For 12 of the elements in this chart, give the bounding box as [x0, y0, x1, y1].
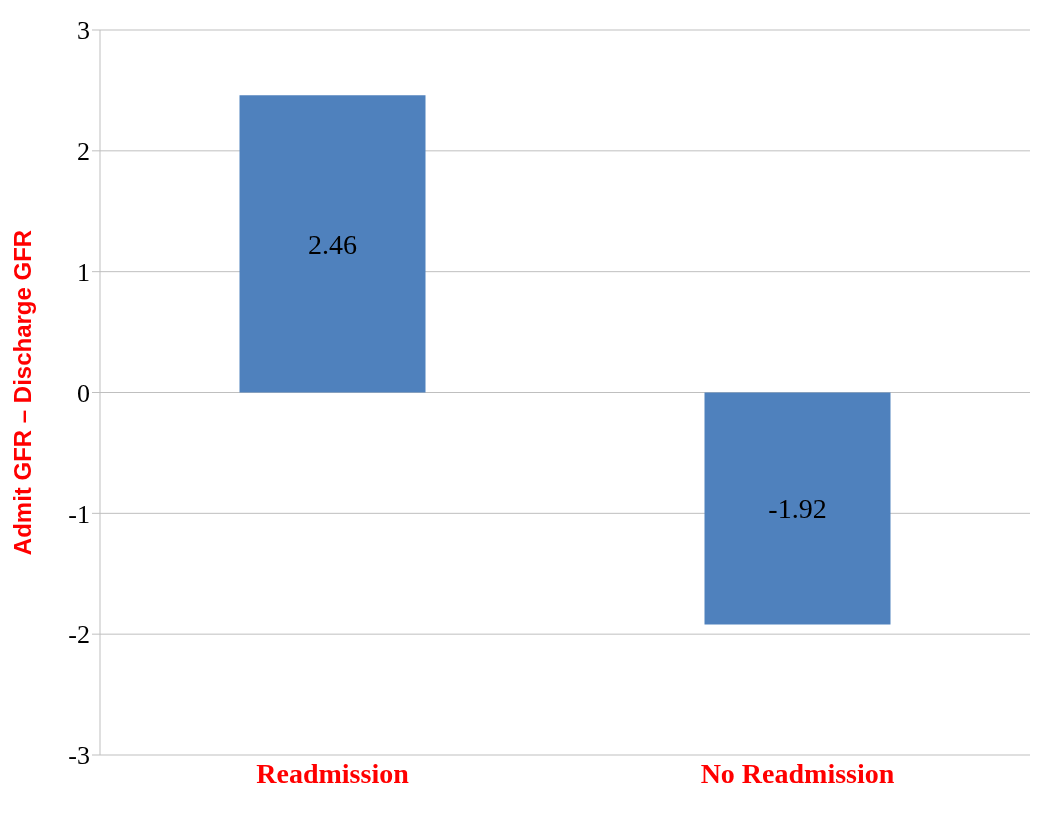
y-axis-title: Admit GFR – Discharge GFR [8, 229, 36, 556]
y-tick-label: -3 [68, 741, 90, 771]
y-tick-label: 2 [77, 137, 90, 167]
data-label: -1.92 [768, 493, 827, 525]
y-tick-label: -1 [68, 499, 90, 529]
x-tick-label: No Readmission [700, 757, 895, 789]
y-tick-label: 3 [77, 16, 90, 46]
y-tick-label: 0 [77, 378, 90, 408]
x-tick-label: Readmission [256, 757, 410, 789]
y-tick-label: 1 [77, 257, 90, 287]
data-label: 2.46 [308, 228, 357, 260]
y-tick-label: -2 [68, 620, 90, 650]
